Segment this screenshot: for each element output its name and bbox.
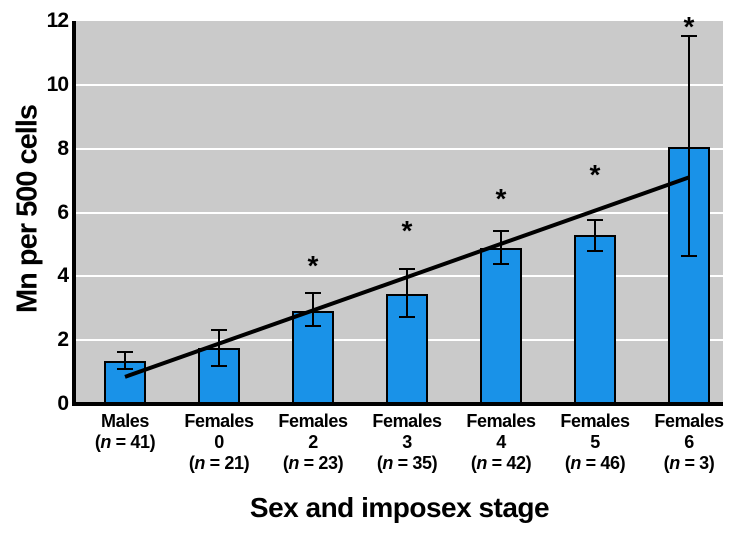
significance-asterisk-females-2: * [307, 249, 319, 281]
x-tick-label-line: (n = 35) [376, 453, 438, 473]
x-tick-label-females-4: Females 4 (n = 42) [453, 411, 549, 474]
x-tick-label-females-6: Females 6 (n = 3) [641, 411, 733, 474]
significance-asterisk-females-6: * [683, 10, 695, 42]
x-tick-label-females-3: Females 3 (n = 35) [359, 411, 455, 474]
error-cap-top-females-5 [587, 218, 603, 221]
x-tick-label-line: Females [654, 411, 724, 431]
x-tick-label-line: (n = 42) [470, 453, 532, 473]
significance-asterisk-females-5: * [589, 159, 601, 190]
x-axis-line [72, 402, 723, 406]
bars-layer [76, 21, 723, 404]
x-tick-label-line: Females [184, 411, 254, 431]
x-tick-label-line: 6 [684, 432, 694, 452]
x-tick-label-line: Females [560, 411, 630, 431]
error-cap-top-females-4 [493, 230, 509, 233]
error-bar-females-3 [406, 268, 408, 318]
error-cap-bottom-females-6 [681, 255, 697, 258]
x-tick-label-line: Males [100, 411, 150, 431]
error-cap-top-females-6 [681, 35, 697, 38]
x-tick-label-line: Females [466, 411, 536, 431]
error-cap-bottom-females-5 [587, 250, 603, 253]
x-tick-label-line: 5 [590, 432, 600, 452]
error-cap-top-males [117, 351, 133, 354]
gridline-10 [76, 83, 723, 86]
error-cap-bottom-females-0 [211, 365, 227, 368]
y-tick-label-8: 8 [57, 136, 69, 160]
trend-line [124, 175, 690, 379]
x-tick-label-females-2: Females 2 (n = 23) [265, 411, 361, 474]
plot-area: * * * * * [76, 12, 723, 404]
error-bar-females-4 [500, 230, 502, 266]
error-bar-males [124, 351, 126, 371]
y-tick-label-12: 12 [46, 9, 69, 32]
x-tick-label-line: 3 [402, 432, 412, 452]
x-tick-label-line: (n = 21) [188, 453, 250, 473]
bar-females-5 [574, 234, 616, 404]
gridline-8 [76, 147, 723, 150]
gridline-6 [76, 211, 723, 214]
error-cap-top-females-0 [211, 328, 227, 331]
error-bar-females-0 [218, 328, 220, 368]
x-tick-label-line: 2 [308, 432, 318, 452]
error-cap-bottom-males [117, 368, 133, 371]
gridline-4 [76, 275, 723, 278]
x-tick-label-males: Males (n = 41) [77, 411, 173, 453]
error-cap-bottom-females-2 [305, 325, 321, 328]
x-tick-label-females-0: Females 0 (n = 21) [171, 411, 267, 474]
x-tick-label-line: (n = 3) [663, 453, 715, 473]
x-tick-label-line: (n = 23) [282, 453, 344, 473]
x-tick-label-line: Females [372, 411, 442, 431]
error-bar-females-6 [688, 35, 690, 258]
x-tick-label-females-5: Females 5 (n = 46) [547, 411, 643, 474]
y-axis-line [72, 21, 76, 406]
error-cap-bottom-females-4 [493, 263, 509, 266]
significance-asterisk-females-4: * [495, 182, 507, 214]
error-cap-bottom-females-3 [399, 315, 415, 318]
error-cap-top-females-2 [305, 292, 321, 295]
y-tick-label-6: 6 [57, 200, 69, 224]
significance-marks-layer: * * * * * [76, 12, 723, 404]
x-tick-label-line: (n = 41) [94, 432, 156, 452]
y-tick-label-0: 0 [57, 392, 69, 415]
y-tick-label-10: 10 [46, 72, 69, 96]
trend-line-layer [124, 175, 690, 379]
x-tick-label-line: Females [278, 411, 348, 431]
x-tick-label-line: (n = 46) [564, 453, 626, 473]
significance-asterisk-females-3: * [401, 214, 413, 246]
y-tick-label-2: 2 [57, 328, 69, 352]
x-axis-title: Sex and imposex stage [249, 492, 550, 523]
x-tick-label-line: 0 [214, 432, 224, 452]
error-bar-females-5 [594, 218, 596, 253]
error-cap-top-females-3 [399, 268, 415, 271]
x-tick-label-line: 4 [496, 432, 506, 452]
y-tick-label-4: 4 [57, 264, 69, 288]
